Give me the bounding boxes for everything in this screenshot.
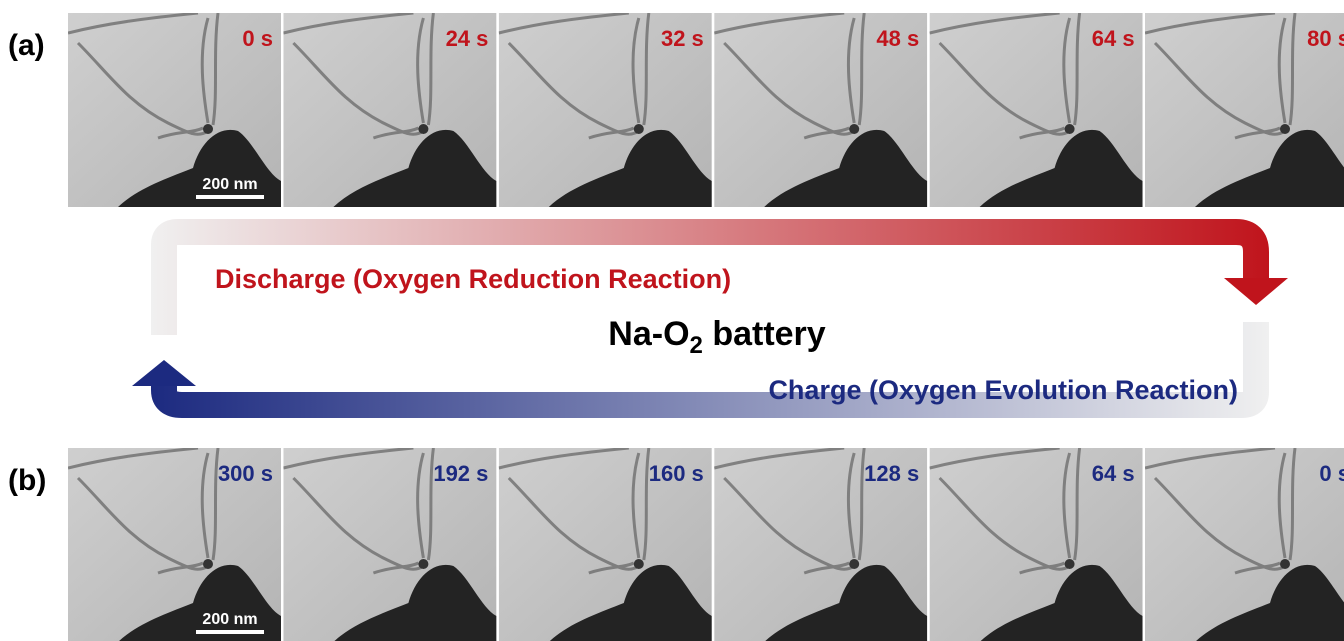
discharge-label: Discharge (Oxygen Reduction Reaction) — [215, 264, 731, 294]
tem-panel: 64 s — [930, 448, 1143, 641]
scale-bar-label: 200 nm — [202, 176, 257, 193]
time-label: 48 s — [876, 26, 919, 51]
tem-panel: 128 s — [714, 448, 927, 641]
center-label-prefix: Na-O — [608, 315, 689, 353]
charge-arrowhead — [132, 360, 196, 386]
center-label: Na-O2 battery — [608, 315, 826, 359]
charge-label: Charge (Oxygen Evolution Reaction) — [768, 375, 1238, 405]
time-label: 32 s — [661, 26, 704, 51]
time-label: 128 s — [864, 461, 919, 486]
tem-panel: 0 s 200 nm — [68, 13, 281, 207]
scale-bar — [196, 630, 264, 634]
row-label: (b) — [8, 464, 46, 497]
time-label: 300 s — [218, 461, 273, 486]
scale-bar-label: 200 nm — [202, 611, 257, 628]
time-label: 192 s — [433, 461, 488, 486]
discharge-arrowhead — [1224, 278, 1288, 305]
tem-panel: 160 s — [499, 448, 712, 641]
center-label-suffix: battery — [703, 315, 826, 353]
tem-panel: 80 s — [1145, 13, 1344, 207]
center-label-subscript: 2 — [690, 332, 703, 359]
tem-panel: 64 s — [930, 13, 1143, 207]
tem-panel: 24 s — [283, 13, 496, 207]
tem-panel: 0 s — [1145, 448, 1344, 641]
time-label: 160 s — [649, 461, 704, 486]
time-label: 0 s — [1319, 461, 1344, 486]
tem-panel: 300 s 200 nm — [68, 448, 281, 641]
tem-image — [1145, 448, 1344, 641]
figure: Discharge (Oxygen Reduction Reaction) Ch… — [0, 0, 1344, 641]
time-label: 64 s — [1092, 26, 1135, 51]
page: {"figure": { "panels": [ {"label": "(a)"… — [0, 0, 1344, 641]
row-label: (a) — [8, 29, 45, 62]
tem-panel: 48 s — [714, 13, 927, 207]
tem-panel: 32 s — [499, 13, 712, 207]
time-label: 64 s — [1092, 461, 1135, 486]
time-label: 80 s — [1307, 26, 1344, 51]
time-label: 0 s — [242, 26, 273, 51]
scale-bar — [196, 195, 264, 199]
tem-panel: 192 s — [283, 448, 496, 641]
time-label: 24 s — [446, 26, 489, 51]
